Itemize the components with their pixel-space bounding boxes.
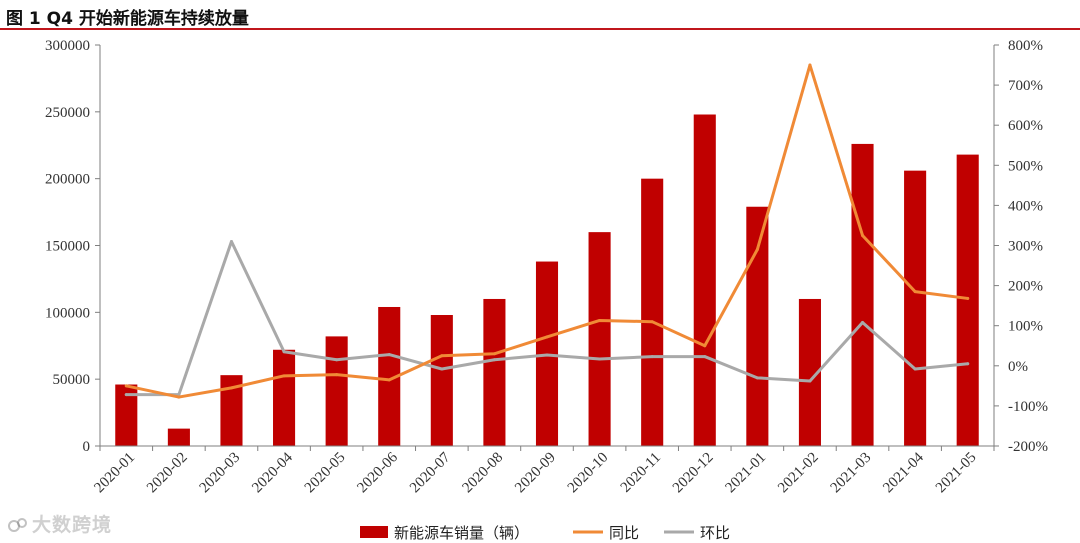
y-left-tick-label: 150000 — [45, 239, 90, 255]
y-left-tick-label: 200000 — [45, 172, 90, 188]
series-line-yoy-point-2020-05 — [335, 373, 339, 377]
y-left-tick-label: 300000 — [45, 38, 90, 54]
legend-swatch-sales — [360, 526, 388, 538]
series-line-yoy-point-2021-01 — [755, 248, 759, 252]
y-right-tick-label: 200% — [1008, 279, 1043, 295]
y-right-tick-label: -200% — [1008, 439, 1048, 455]
y-left-tick-label: 50000 — [53, 372, 91, 388]
series-line-yoy-point-2020-02 — [177, 395, 181, 399]
series-line-yoy-point-2021-02 — [808, 63, 812, 67]
x-tick-label: 2020-04 — [249, 449, 296, 496]
series-line-mom-point-2020-01 — [124, 393, 128, 397]
series-line-mom-point-2020-08 — [492, 358, 496, 362]
series-line-mom-point-2020-09 — [545, 353, 549, 357]
series-line-mom-point-2020-06 — [387, 353, 391, 357]
x-tick-label: 2021-04 — [880, 449, 927, 496]
figure-title: 图 1 Q4 开始新能源车持续放量 — [6, 9, 249, 29]
series-line-mom-point-2020-07 — [440, 367, 444, 371]
series-line-yoy-point-2021-05 — [966, 296, 970, 300]
series-line-mom-point-2020-05 — [335, 358, 339, 362]
x-tick-label: 2021-01 — [723, 450, 770, 497]
x-tick-label: 2020-11 — [618, 450, 664, 496]
bars-layer — [115, 114, 979, 447]
series-line-mom-point-2021-02 — [808, 379, 812, 383]
x-tick-label: 2020-01 — [91, 450, 138, 497]
y-right-tick-label: 400% — [1008, 198, 1043, 214]
series-line-mom-point-2020-10 — [598, 357, 602, 361]
y-right-tick-label: 100% — [1008, 319, 1043, 335]
series-line-yoy-point-2020-09 — [545, 335, 549, 339]
x-tick-label: 2020-05 — [302, 450, 349, 497]
x-tick-label: 2020-06 — [354, 449, 401, 496]
series-line-yoy-point-2020-01 — [124, 384, 128, 388]
y-right-tick-label: 800% — [1008, 38, 1043, 54]
series-line-yoy-point-2021-04 — [913, 290, 917, 294]
x-tick-label: 2021-05 — [933, 450, 980, 497]
bar-2021-03 — [851, 143, 874, 446]
x-tick-label: 2020-10 — [565, 450, 612, 497]
series-line-yoy-point-2021-03 — [861, 233, 865, 237]
bar-2020-08 — [483, 298, 506, 446]
series-line-mom-point-2020-11 — [650, 355, 654, 359]
series-line-mom-point-2021-03 — [861, 320, 865, 324]
legend-label-sales: 新能源车销量（辆） — [394, 524, 529, 542]
watermark-text: 大数跨境 — [32, 514, 113, 536]
series-line-yoy-point-2020-12 — [703, 344, 707, 348]
bar-2021-01 — [746, 206, 769, 446]
series-line-yoy-point-2020-07 — [440, 354, 444, 358]
x-tick-label: 2020-07 — [407, 449, 454, 496]
series-line-yoy-point-2020-06 — [387, 378, 391, 382]
watermark-logo-icon — [8, 518, 27, 532]
legend-label-yoy: 同比 — [609, 524, 639, 542]
bar-2020-03 — [220, 375, 243, 446]
y-right-tick-label: 600% — [1008, 118, 1043, 134]
y-left-tick-label: 100000 — [45, 305, 90, 321]
bar-2021-04 — [904, 170, 927, 446]
series-line-mom-point-2020-12 — [703, 355, 707, 359]
series-line-yoy-point-2020-08 — [492, 352, 496, 356]
series-line-yoy-point-2020-04 — [282, 374, 286, 378]
x-tick-label: 2020-08 — [460, 450, 507, 497]
bar-2021-05 — [956, 154, 979, 446]
x-tick-label: 2020-12 — [670, 450, 717, 497]
x-tick-label: 2021-03 — [828, 450, 875, 497]
series-line-mom-point-2020-03 — [229, 239, 233, 243]
y-right-tick-label: 300% — [1008, 239, 1043, 255]
series-line-mom-point-2021-04 — [913, 367, 917, 371]
watermark: 大数跨境 — [8, 510, 112, 537]
legend: 新能源车销量（辆） 同比 环比 — [360, 524, 730, 542]
bar-2020-02 — [167, 428, 190, 446]
bar-2020-01 — [115, 384, 138, 446]
lines-layer — [124, 63, 970, 399]
bar-2020-05 — [325, 336, 348, 446]
x-tick-label: 2020-09 — [512, 450, 559, 497]
series-line-mom-point-2021-01 — [755, 376, 759, 380]
bar-2020-07 — [430, 315, 453, 446]
bar-2020-10 — [588, 232, 611, 446]
bar-2020-11 — [641, 178, 664, 446]
series-line-yoy-point-2020-11 — [650, 320, 654, 324]
y-left-tick-label: 250000 — [45, 105, 90, 121]
y-right-tick-label: 500% — [1008, 158, 1043, 174]
legend-label-mom: 环比 — [700, 524, 730, 542]
title-bar: 图 1 Q4 开始新能源车持续放量 — [0, 0, 1080, 30]
y-left-tick-label: 0 — [83, 439, 91, 455]
y-right-tick-label: 700% — [1008, 78, 1043, 94]
x-tick-label: 2020-03 — [197, 450, 244, 497]
y-right-tick-label: -100% — [1008, 399, 1048, 415]
x-tick-label: 2021-02 — [775, 450, 822, 497]
bar-2020-12 — [693, 114, 716, 447]
series-line-yoy-point-2020-03 — [229, 386, 233, 390]
bar-2021-02 — [798, 298, 821, 446]
bar-2020-04 — [273, 349, 296, 446]
y-right-tick-label: 0% — [1008, 359, 1028, 375]
x-tick-label: 2020-02 — [144, 450, 191, 497]
series-line-mom-point-2021-05 — [966, 362, 970, 366]
series-line-yoy-point-2020-10 — [598, 318, 602, 322]
bar-2020-06 — [378, 306, 401, 446]
series-line-mom-point-2020-04 — [282, 350, 286, 354]
